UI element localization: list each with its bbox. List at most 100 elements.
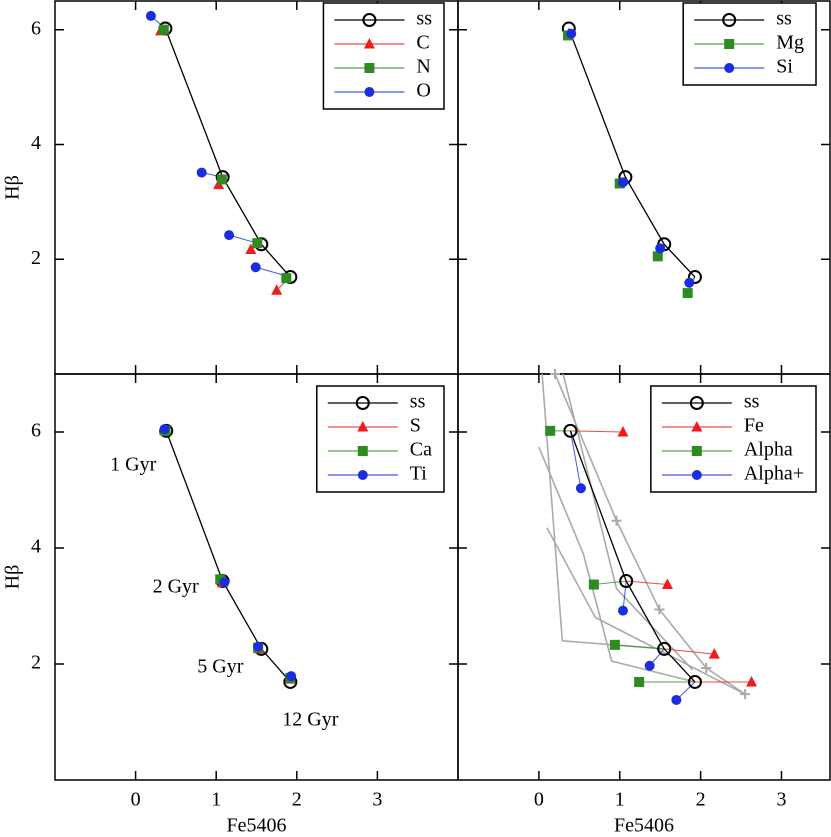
- marker: [684, 277, 695, 288]
- connector: [570, 430, 623, 433]
- model-line: [546, 527, 746, 695]
- marker: [691, 446, 702, 456]
- marker: [563, 423, 578, 438]
- marker: [550, 369, 561, 379]
- marker: [145, 10, 156, 21]
- legend-label: ss: [410, 391, 426, 413]
- marker: [545, 425, 556, 436]
- marker: [357, 421, 369, 432]
- legend-label: Mg: [776, 32, 804, 54]
- marker: [364, 87, 375, 97]
- connector: [664, 648, 715, 655]
- marker: [364, 63, 375, 73]
- marker: [724, 39, 735, 49]
- marker: [740, 689, 751, 700]
- legend-label: Ti: [410, 463, 428, 485]
- model-line: [541, 373, 665, 650]
- series-line: [568, 28, 696, 278]
- marker: [362, 13, 377, 27]
- legend-box: [650, 385, 817, 493]
- marker: [216, 174, 227, 185]
- x-tick-label: 0: [534, 789, 544, 811]
- marker: [355, 396, 370, 410]
- marker: [357, 470, 368, 480]
- marker: [691, 421, 703, 432]
- annotation: 12 Gyr: [282, 709, 338, 731]
- marker: [224, 230, 235, 241]
- marker: [617, 605, 628, 616]
- marker: [708, 648, 720, 659]
- y-tick-label: 2: [31, 247, 41, 269]
- series-line: [569, 430, 696, 683]
- y-tick-label: 4: [31, 536, 41, 558]
- legend-label: ss: [744, 391, 760, 413]
- marker: [219, 577, 230, 588]
- panel: 0 1 2 3 2 4 6 Fe5406 Hβ 1 Gyr 2 Gyr 5 Gyr 12 Gyr ssSC…: [2, 373, 459, 837]
- marker: [250, 262, 261, 273]
- marker: [687, 674, 702, 689]
- marker: [657, 641, 672, 656]
- marker: [652, 251, 663, 262]
- connector: [614, 644, 665, 650]
- x-tick-label: 1: [615, 789, 625, 811]
- marker: [196, 167, 207, 178]
- marker: [566, 28, 577, 39]
- marker: [575, 483, 586, 494]
- legend-label: Alpha+: [744, 463, 804, 485]
- annotation: 2 Gyr: [153, 576, 199, 598]
- marker: [617, 426, 629, 437]
- series-line: [165, 430, 291, 683]
- marker: [722, 13, 737, 27]
- marker: [617, 177, 628, 188]
- plot-frame: [457, 373, 831, 781]
- x-axis-label: Fe5406: [227, 815, 287, 837]
- legend-label: Fe: [744, 415, 764, 437]
- marker: [654, 604, 665, 615]
- marker: [363, 38, 375, 49]
- marker: [245, 243, 257, 254]
- marker: [689, 396, 704, 410]
- y-tick-label: 6: [31, 17, 41, 39]
- legend-label: Si: [776, 56, 793, 78]
- marker: [271, 284, 283, 295]
- y-axis-label: Hβ: [2, 565, 24, 590]
- marker: [158, 24, 169, 35]
- annotation: 1 Gyr: [110, 453, 156, 475]
- marker: [611, 515, 622, 526]
- model-line: [538, 446, 696, 683]
- legend-label: O: [416, 80, 430, 102]
- x-tick-label: 0: [131, 789, 141, 811]
- x-tick-label: 2: [292, 789, 302, 811]
- marker: [724, 63, 735, 73]
- marker: [701, 663, 712, 674]
- marker: [588, 579, 599, 590]
- x-tick-label: 3: [776, 789, 786, 811]
- legend-box: [316, 385, 445, 493]
- marker: [682, 288, 693, 299]
- marker: [655, 243, 666, 254]
- y-tick-label: 6: [31, 420, 41, 442]
- legend-box: [322, 2, 445, 110]
- marker: [644, 660, 655, 671]
- x-tick-label: 1: [211, 789, 221, 811]
- y-tick-label: 4: [31, 132, 41, 154]
- legend-label: ss: [776, 8, 792, 30]
- legend-label: N: [416, 56, 430, 78]
- marker: [671, 694, 682, 705]
- x-tick-label: 3: [372, 789, 382, 811]
- marker: [159, 424, 170, 435]
- y-axis-label: Hβ: [2, 175, 24, 200]
- legend-label: S: [410, 415, 421, 437]
- y-tick-label: 2: [31, 652, 41, 674]
- legend-label: C: [416, 32, 429, 54]
- connector: [569, 430, 582, 489]
- marker: [253, 641, 264, 652]
- marker: [687, 270, 702, 285]
